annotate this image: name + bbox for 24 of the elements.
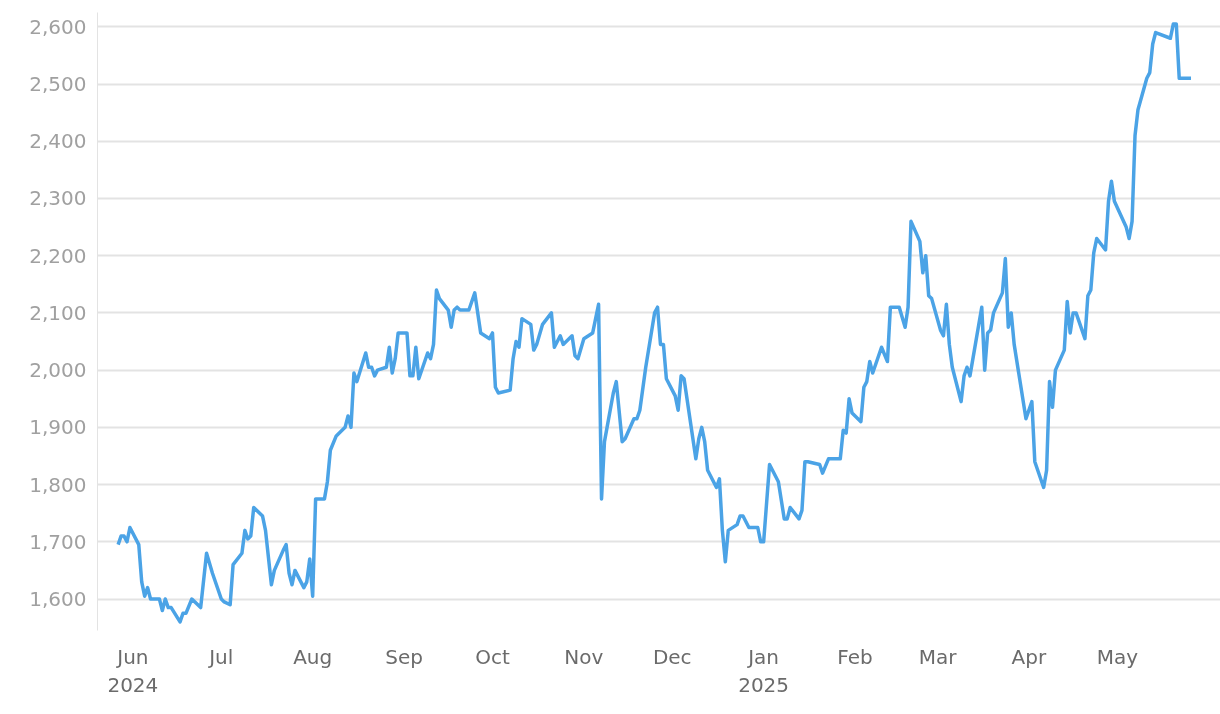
y-tick-label: 1,700 — [29, 529, 87, 554]
x-tick-label: Oct — [475, 644, 510, 669]
y-tick-label: 2,600 — [29, 14, 87, 39]
y-tick-label: 2,500 — [29, 72, 87, 97]
y-tick-label: 1,900 — [29, 415, 87, 440]
x-tick-label: Jun 2024 — [107, 644, 159, 698]
y-tick-label: 2,200 — [29, 243, 87, 268]
line-series — [116, 22, 1193, 624]
x-tick-label: Apr — [1011, 644, 1047, 669]
y-tick-label: 2,100 — [29, 300, 87, 325]
y-tick-label: 2,300 — [29, 186, 87, 211]
x-tick-label: Mar — [918, 644, 958, 669]
x-tick-label: Aug — [293, 644, 333, 669]
y-tick-label: 1,800 — [29, 472, 87, 497]
x-tick-label: May — [1096, 644, 1139, 669]
x-tick-label: Jan 2025 — [738, 644, 790, 698]
x-tick-label: Nov — [564, 644, 604, 669]
x-tick-label: Feb — [837, 644, 873, 669]
x-tick-label: Jul — [207, 644, 234, 669]
x-tick-label: Sep — [385, 644, 423, 669]
x-tick-label: Dec — [652, 644, 692, 669]
y-tick-label: 1,600 — [29, 587, 87, 612]
y-tick-label: 2,400 — [29, 129, 87, 154]
y-tick-label: 2,000 — [29, 358, 87, 383]
